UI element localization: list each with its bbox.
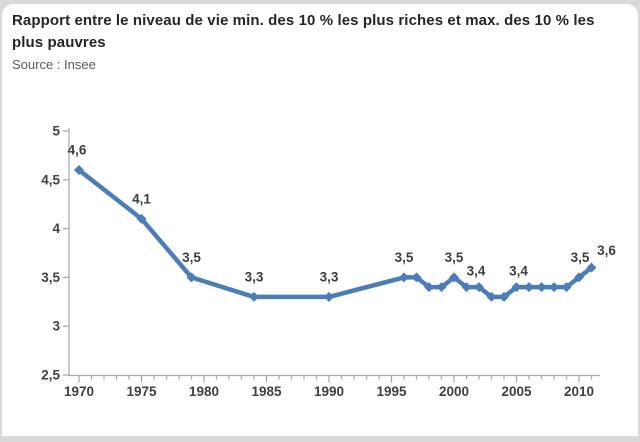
y-tick-label: 4,5 (41, 172, 60, 187)
data-point-label: 4,6 (68, 143, 87, 158)
data-point-marker (549, 282, 559, 292)
data-point-label: 3,4 (467, 264, 486, 279)
x-tick-label: 2000 (439, 384, 469, 399)
x-tick-label: 1980 (189, 384, 219, 399)
x-tick-label: 1985 (251, 384, 282, 399)
data-point-label: 3,5 (395, 250, 414, 265)
data-point-label: 3,5 (445, 250, 464, 265)
data-point-marker (324, 292, 334, 302)
data-point-label: 3,5 (182, 250, 201, 265)
x-tick-label: 1990 (314, 384, 344, 399)
y-tick-label: 5 (52, 124, 60, 139)
data-point-label: 3,4 (509, 264, 528, 279)
data-point-label: 3,3 (245, 269, 264, 284)
data-point-label: 3,6 (597, 243, 616, 258)
data-point-marker (249, 292, 259, 302)
y-tick-label: 4 (52, 221, 60, 236)
data-point-label: 3,5 (571, 250, 590, 265)
tick-labels: 2,5 3 3,5 4 4,5 5 1970 1975 1980 1985 1990 1995 2000… (41, 124, 594, 400)
data-point-marker (524, 282, 534, 292)
y-tick-label: 2,5 (41, 368, 60, 383)
x-tick-label: 1975 (126, 384, 157, 399)
y-tick-label: 3,5 (41, 270, 60, 285)
y-tick-label: 3 (52, 319, 60, 334)
x-tick-label: 1995 (376, 384, 407, 399)
x-tick-label: 1970 (64, 384, 94, 399)
data-point-label: 4,1 (132, 191, 151, 206)
data-point-marker (399, 272, 409, 282)
x-tick-label: 2005 (501, 384, 532, 399)
data-point-label: 3,3 (320, 269, 339, 284)
data-point-marker (537, 282, 547, 292)
x-tick-label: 2010 (564, 384, 594, 399)
chart-card: Rapport entre le niveau de vie min. des … (2, 4, 638, 436)
axes (63, 128, 600, 383)
line-chart: 2,5 3 3,5 4 4,5 5 1970 1975 1980 1985 1990 1995 2000… (2, 4, 640, 442)
